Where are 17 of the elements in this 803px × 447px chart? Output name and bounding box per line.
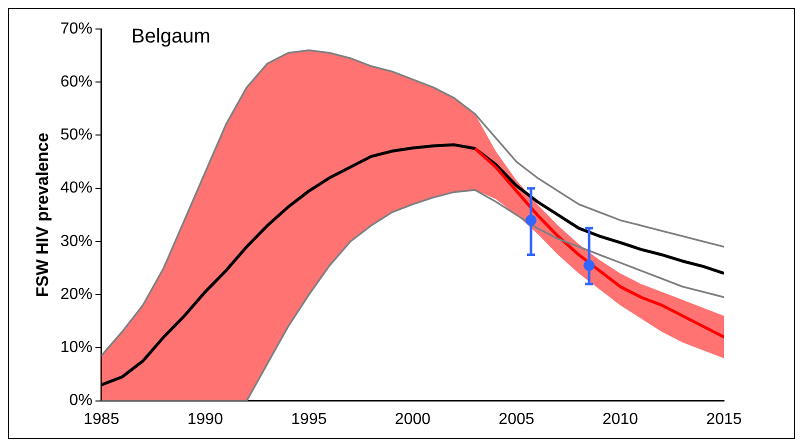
x-tick-label: 2015 [706, 410, 742, 428]
x-tick-label: 2000 [394, 410, 431, 428]
y-tick-label: 40% [60, 180, 92, 197]
y-tick-label: 60% [60, 74, 92, 91]
x-tick-label: 2005 [498, 410, 534, 428]
x-tick-label: 2010 [602, 410, 638, 428]
y-tick-label: 20% [60, 286, 92, 303]
y-tick-label: 0% [69, 392, 92, 410]
y-tick-label: 50% [60, 126, 92, 144]
x-tick-label: 1985 [84, 410, 120, 428]
y-axis-title: FSW HIV prevalence [32, 132, 52, 298]
y-tick-label: 10% [60, 339, 92, 356]
y-tick-label: 70% [60, 20, 92, 38]
chart-title: Belgaum [131, 26, 210, 48]
x-tick-label: 1995 [291, 410, 327, 428]
y-tick-label: 30% [60, 232, 92, 250]
x-tick-label: 1990 [187, 410, 224, 428]
